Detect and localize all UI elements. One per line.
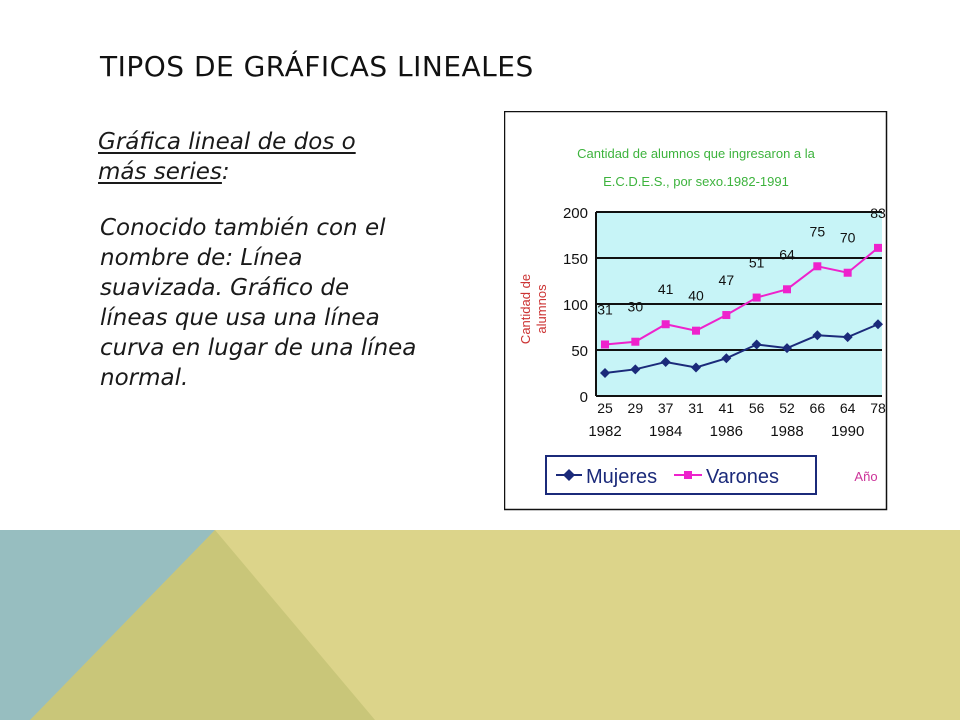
y-axis-label-line2: alumnos xyxy=(534,284,549,334)
legend-varones-label: Varones xyxy=(706,466,779,488)
legend-mujeres-marker xyxy=(563,469,575,481)
y-axis-label-line1: Cantidad de xyxy=(518,274,533,344)
data-label-varones: 40 xyxy=(688,288,704,304)
series-line-varones xyxy=(604,247,879,346)
point-varones xyxy=(752,293,761,302)
series-line-mujeres xyxy=(604,323,879,374)
data-label-varones: 41 xyxy=(658,281,674,297)
chart-title-line2: E.C.D.E.S., por sexo.1982-1991 xyxy=(603,174,789,189)
point-mujeres xyxy=(630,364,641,375)
point-varones xyxy=(843,268,852,277)
point-mujeres xyxy=(600,368,610,378)
data-label-mujeres: 25 xyxy=(597,400,613,416)
point-varones xyxy=(722,311,731,320)
point-mujeres xyxy=(751,339,762,350)
point-varones xyxy=(874,243,882,252)
point-mujeres xyxy=(721,353,732,364)
x-tick-label: 1986 xyxy=(710,423,743,440)
data-label-varones: 30 xyxy=(628,299,644,315)
legend-varones-marker xyxy=(684,471,692,479)
deco-olive-shape xyxy=(30,530,375,720)
point-mujeres xyxy=(842,332,853,343)
plot-area: 0 50 100 150 200 1982 1984 1986 1988 1990 25 31 29 30… xyxy=(563,205,886,440)
subtitle-colon: : xyxy=(221,159,230,185)
point-mujeres xyxy=(782,343,792,354)
data-label-mujeres: 41 xyxy=(719,400,735,416)
data-label-mujeres: 64 xyxy=(840,400,856,416)
point-varones xyxy=(601,340,609,349)
data-label-mujeres: 31 xyxy=(688,400,704,416)
x-tick-label: 1988 xyxy=(770,423,803,440)
slide-title: TIPOS DE GRÁFICAS LINEALES xyxy=(100,50,534,83)
y-tick-label: 50 xyxy=(571,343,588,360)
y-tick-label: 150 xyxy=(563,251,588,268)
chart-title-line1: Cantidad de alumnos que ingresaron a la xyxy=(577,146,816,161)
point-varones xyxy=(661,320,670,329)
point-mujeres xyxy=(691,362,701,373)
x-tick-label: 1984 xyxy=(649,423,682,440)
point-varones xyxy=(813,262,822,271)
deco-blue-shape xyxy=(0,530,215,720)
point-mujeres xyxy=(812,330,823,341)
data-label-mujeres: 52 xyxy=(779,400,795,416)
y-tick-label: 200 xyxy=(563,205,588,222)
legend-mujeres-label: Mujeres xyxy=(586,466,657,488)
point-mujeres xyxy=(660,356,671,367)
data-label-varones: 83 xyxy=(870,205,886,221)
data-label-mujeres: 56 xyxy=(749,400,765,416)
x-tick-label: 1982 xyxy=(588,423,621,440)
point-varones xyxy=(631,337,640,346)
data-label-mujeres: 78 xyxy=(870,400,886,416)
data-label-varones: 47 xyxy=(719,272,735,288)
line-chart: Cantidad de alumnos que ingresaron a la … xyxy=(504,111,888,511)
point-varones xyxy=(783,285,791,294)
x-axis-label: Año xyxy=(854,469,877,484)
data-label-varones: 31 xyxy=(597,301,613,317)
data-label-varones: 70 xyxy=(840,230,856,246)
data-label-varones: 51 xyxy=(749,255,765,271)
data-label-varones: 75 xyxy=(810,223,826,239)
chart-legend: Mujeres Varones xyxy=(545,455,817,495)
slide-subtitle: Gráfica lineal de dos o más series: xyxy=(98,127,398,187)
subtitle-underlined-text: Gráfica lineal de dos o más series xyxy=(98,129,356,185)
point-mujeres xyxy=(873,319,883,330)
x-tick-label: 1990 xyxy=(831,423,864,440)
data-label-mujeres: 66 xyxy=(810,400,826,416)
y-tick-label: 100 xyxy=(563,297,588,314)
data-label-varones: 64 xyxy=(779,246,795,262)
data-label-mujeres: 37 xyxy=(658,400,674,416)
point-varones xyxy=(692,326,700,335)
slide-body-text: Conocido también con el nombre de: Línea… xyxy=(100,215,417,391)
data-label-mujeres: 29 xyxy=(628,400,644,416)
y-axis-label: Cantidad de alumnos xyxy=(518,274,549,344)
y-tick-label: 0 xyxy=(580,389,588,406)
